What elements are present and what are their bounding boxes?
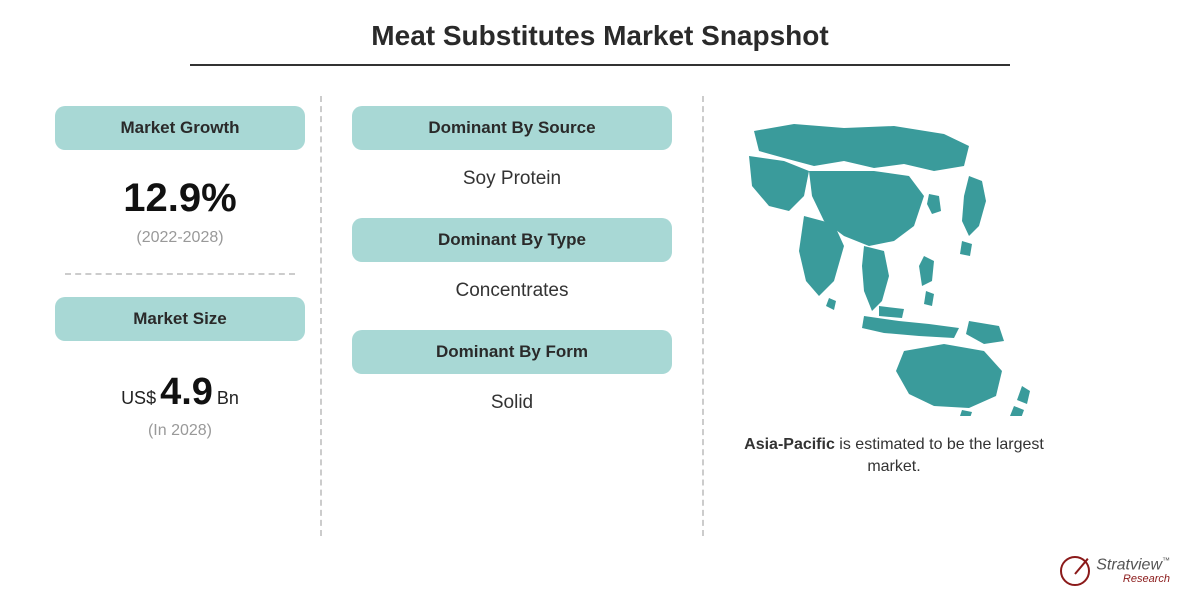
dominant-source-value: Soy Protein (463, 168, 561, 190)
horizontal-divider (65, 273, 295, 275)
region-bold: Asia-Pacific (744, 436, 835, 453)
growth-period: (2022-2028) (136, 229, 223, 247)
region-rest: is estimated to be the largest market. (835, 436, 1044, 475)
growth-label-pill: Market Growth (55, 106, 305, 150)
region-caption: Asia-Pacific is estimated to be the larg… (719, 434, 1069, 479)
dominant-type-pill: Dominant By Type (352, 218, 672, 262)
col-right: Asia-Pacific is estimated to be the larg… (704, 96, 1084, 536)
growth-value: 12.9% (123, 176, 236, 221)
col-left: Market Growth 12.9% (2022-2028) Market S… (40, 96, 320, 536)
col-middle: Dominant By Source Soy Protein Dominant … (322, 96, 702, 536)
target-icon (1060, 556, 1090, 586)
dominant-form-value: Solid (491, 392, 533, 414)
size-label-pill: Market Size (55, 297, 305, 341)
brand-logo: Stratview™ Research (1060, 556, 1170, 586)
size-value-row: US$ 4.9 Bn (121, 371, 239, 414)
size-prefix: US$ (121, 388, 156, 409)
page-title: Meat Substitutes Market Snapshot (40, 20, 1160, 52)
logo-main-text: Stratview™ (1096, 557, 1170, 573)
size-suffix: Bn (217, 388, 239, 409)
title-underline (190, 64, 1010, 66)
size-value: 4.9 (160, 371, 213, 414)
asia-pacific-map (734, 116, 1054, 416)
dominant-source-pill: Dominant By Source (352, 106, 672, 150)
logo-sub-text: Research (1096, 574, 1170, 585)
dominant-type-value: Concentrates (455, 280, 568, 302)
content-row: Market Growth 12.9% (2022-2028) Market S… (40, 96, 1160, 536)
dominant-form-pill: Dominant By Form (352, 330, 672, 374)
size-period: (In 2028) (148, 422, 212, 440)
